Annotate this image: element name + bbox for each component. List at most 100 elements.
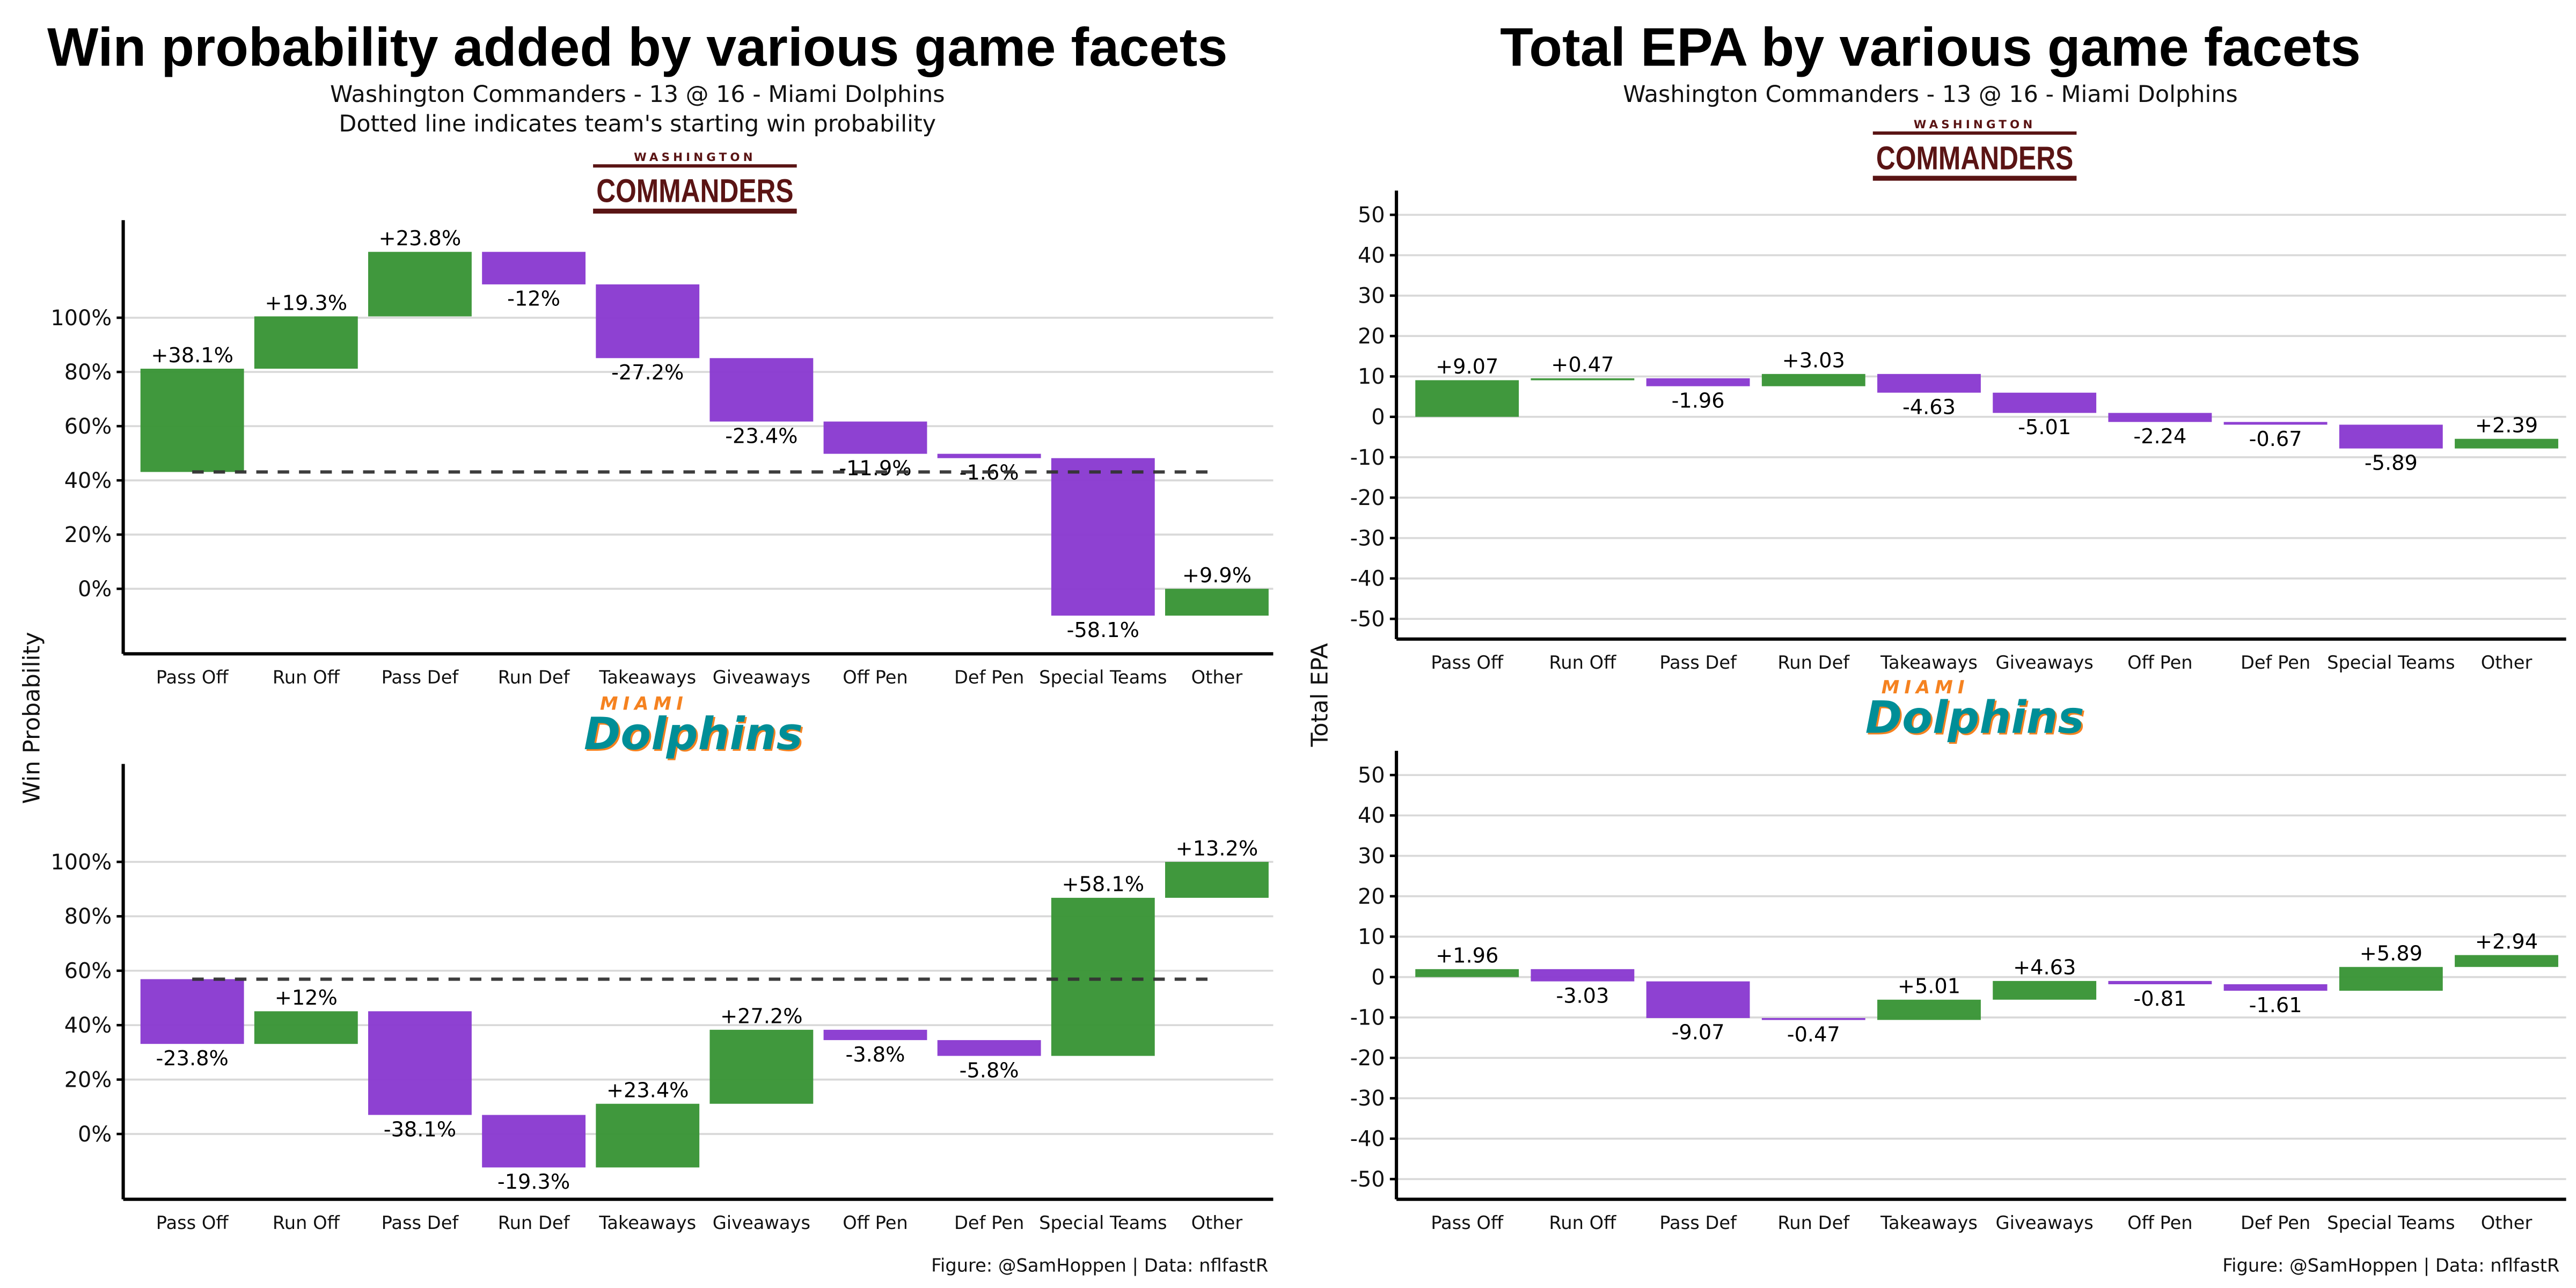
y-tick-label: -20 — [1350, 1046, 1385, 1071]
y-tick-label: -30 — [1350, 526, 1385, 551]
x-tick-label: Takeaways — [1880, 652, 1978, 673]
waterfall-bar — [937, 1040, 1041, 1056]
x-tick-label: Takeaways — [598, 667, 696, 687]
waterfall-bar — [2339, 967, 2443, 991]
x-tick-label: Special Teams — [1039, 1212, 1167, 1233]
data-label: -2.24 — [2133, 425, 2186, 449]
svg-text:Dolphins: Dolphins — [1865, 692, 2084, 743]
svg-text:MIAMI: MIAMI — [1882, 677, 1970, 698]
y-tick-label: 0 — [1371, 405, 1385, 429]
right-title: Total EPA by various game facets — [1500, 17, 2361, 77]
chart-panel-1: 0% 20% 40% 60% 80% 100% -23.8% Pass Off +12% Run … — [50, 764, 1274, 1233]
data-label: -3.03 — [1556, 984, 1609, 1008]
x-tick-label: Pass Off — [1431, 652, 1504, 673]
data-label: +58.1% — [1062, 873, 1145, 897]
right-y-axis-label: Total EPA — [1306, 643, 1333, 747]
x-tick-label: Giveaways — [1996, 652, 2094, 673]
dolphins-logo-left: MIAMI Dolphins Dolphins — [584, 693, 804, 762]
waterfall-bar — [1877, 374, 1981, 393]
data-label: +2.39 — [2475, 413, 2538, 437]
svg-text:MIAMI: MIAMI — [600, 693, 688, 714]
y-tick-label: 0% — [78, 577, 112, 602]
data-label: -58.1% — [1067, 618, 1139, 642]
waterfall-bar — [254, 1011, 358, 1044]
commanders-logo-right: WASHINGTON COMMANDERS — [1872, 118, 2077, 181]
x-tick-label: Def Pen — [954, 1212, 1024, 1233]
data-label: +12% — [275, 986, 338, 1010]
x-tick-label: Giveaways — [713, 667, 810, 687]
y-tick-label: 40% — [64, 469, 112, 493]
y-tick-label: 30 — [1358, 844, 1385, 869]
waterfall-bar — [1993, 392, 2097, 413]
waterfall-bar — [1531, 378, 1635, 380]
y-tick-label: -30 — [1350, 1086, 1385, 1111]
data-label: -19.3% — [497, 1170, 570, 1194]
waterfall-bar — [1646, 378, 1750, 386]
y-tick-label: -10 — [1350, 1006, 1385, 1030]
y-tick-label: 40 — [1358, 243, 1385, 268]
x-tick-label: Off Pen — [843, 667, 908, 687]
y-tick-label: 50 — [1358, 203, 1385, 228]
waterfall-bar — [482, 252, 586, 284]
y-tick-label: -50 — [1350, 607, 1385, 632]
x-tick-label: Off Pen — [843, 1212, 908, 1233]
data-label: +38.1% — [151, 343, 233, 368]
y-tick-label: 30 — [1358, 284, 1385, 309]
data-label: +5.01 — [1898, 975, 1960, 999]
left-title: Win probability added by various game fa… — [47, 17, 1228, 77]
data-label: -1.61 — [2249, 993, 2302, 1018]
y-tick-label: 10 — [1358, 925, 1385, 949]
waterfall-bar — [1415, 380, 1519, 417]
data-label: +27.2% — [720, 1005, 803, 1029]
x-tick-label: Pass Def — [1659, 1212, 1737, 1233]
waterfall-bar — [2339, 425, 2443, 449]
y-tick-label: 40 — [1358, 803, 1385, 828]
data-label: -0.81 — [2133, 987, 2186, 1011]
waterfall-bar — [2108, 980, 2212, 985]
data-label: -0.47 — [1787, 1022, 1840, 1046]
data-label: +23.4% — [606, 1078, 689, 1102]
waterfall-bar — [1165, 861, 1269, 898]
y-tick-label: 20% — [64, 1067, 112, 1092]
left-footer: Figure: @SamHoppen | Data: nflfastR — [931, 1255, 1268, 1276]
x-tick-label: Other — [2481, 1212, 2533, 1233]
x-tick-label: Def Pen — [954, 667, 1024, 687]
chart-panel-3: -50 -40 -30 -20 -10 0 10 20 30 40 50 +1.96 Pass Off -… — [1350, 750, 2566, 1233]
data-label: +5.89 — [2360, 942, 2423, 966]
y-tick-label: -40 — [1350, 1127, 1385, 1152]
svg-text:WASHINGTON: WASHINGTON — [634, 151, 756, 164]
waterfall-bar — [254, 316, 358, 369]
y-tick-label: 10 — [1358, 364, 1385, 389]
chart-panel-2: -50 -40 -30 -20 -10 0 10 20 30 40 50 +9.07 Pass Off +… — [1350, 191, 2566, 673]
data-label: +4.63 — [2013, 956, 2076, 980]
x-tick-label: Run Def — [1777, 652, 1850, 673]
svg-text:Dolphins: Dolphins — [1867, 693, 2086, 745]
x-tick-label: Giveaways — [713, 1212, 810, 1233]
waterfall-bar — [937, 453, 1041, 458]
data-label: -38.1% — [384, 1117, 456, 1141]
svg-text:Dolphins: Dolphins — [584, 708, 803, 760]
waterfall-bar — [2455, 955, 2558, 967]
waterfall-bar — [2108, 413, 2212, 422]
waterfall-bar — [2455, 438, 2558, 449]
y-tick-label: 40% — [64, 1013, 112, 1038]
right-footer: Figure: @SamHoppen | Data: nflfastR — [2222, 1255, 2559, 1276]
x-tick-label: Run Def — [498, 1212, 570, 1233]
x-tick-label: Other — [1191, 1212, 1243, 1233]
x-tick-label: Pass Off — [156, 1212, 229, 1233]
data-label: -23.4% — [725, 424, 797, 448]
y-tick-label: 20 — [1358, 884, 1385, 909]
x-tick-label: Special Teams — [1039, 667, 1167, 687]
waterfall-bar — [140, 369, 244, 472]
x-tick-label: Other — [2481, 652, 2533, 673]
y-tick-label: -50 — [1350, 1167, 1385, 1192]
x-tick-label: Def Pen — [2241, 1212, 2310, 1233]
right-subtitle: Washington Commanders - 13 @ 16 - Miami … — [1623, 81, 2238, 108]
x-tick-label: Pass Def — [382, 667, 459, 687]
data-label: +2.94 — [2475, 930, 2538, 954]
commanders-logo-left: WASHINGTON COMMANDERS — [593, 151, 797, 214]
y-tick-label: 60% — [64, 959, 112, 984]
waterfall-bar — [1051, 458, 1155, 616]
data-label: -5.01 — [2018, 415, 2071, 440]
